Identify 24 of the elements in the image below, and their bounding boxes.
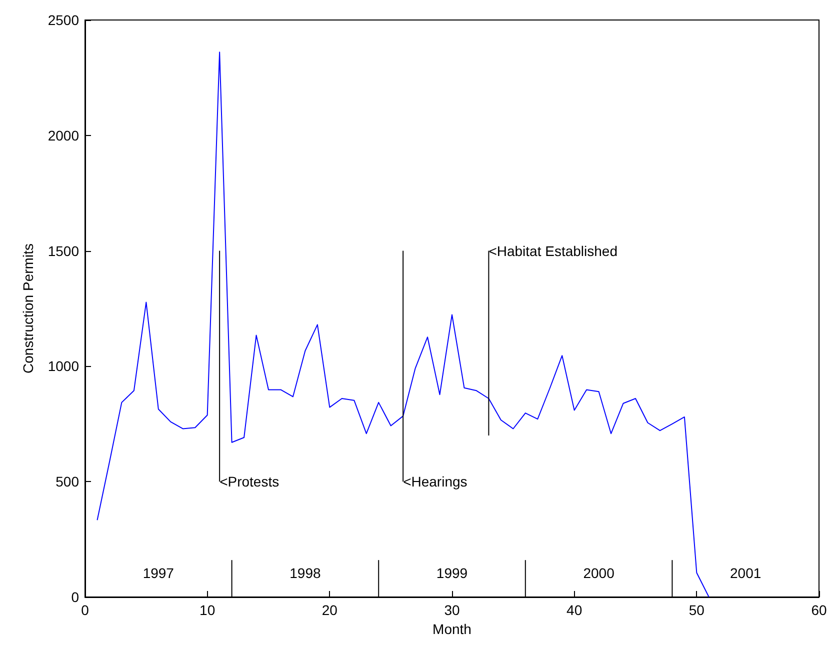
y-tick-label: 0 bbox=[71, 589, 80, 605]
annotation: 2000 bbox=[583, 565, 615, 581]
x-tick-label: 50 bbox=[688, 602, 705, 618]
annotation: <Protests bbox=[220, 474, 280, 490]
annotation: 2001 bbox=[730, 565, 762, 581]
x-tick-label: 0 bbox=[81, 602, 90, 618]
y-tick-label: 500 bbox=[56, 474, 80, 490]
x-tick-label: 10 bbox=[200, 602, 216, 618]
annotation: 1999 bbox=[436, 565, 468, 581]
annotation: 1998 bbox=[290, 565, 321, 581]
x-tick-label: 20 bbox=[322, 602, 338, 618]
line-series bbox=[96, 52, 710, 598]
y-axis-title: Construction Permits bbox=[20, 244, 36, 374]
x-axis-title: Month bbox=[432, 620, 472, 637]
x-tick-label: 30 bbox=[444, 602, 460, 618]
y-tick-label: 2500 bbox=[48, 12, 80, 28]
x-tick-label: 60 bbox=[811, 602, 827, 618]
annotation: <Habitat Established bbox=[488, 242, 618, 259]
annotation: <Hearings bbox=[403, 474, 468, 490]
y-tick-label: 1000 bbox=[48, 358, 80, 374]
y-tick-label: 2000 bbox=[48, 127, 80, 144]
x-tick-label: 40 bbox=[566, 602, 582, 618]
annotation: 1997 bbox=[142, 565, 174, 581]
y-tick-label: 1500 bbox=[48, 242, 80, 259]
